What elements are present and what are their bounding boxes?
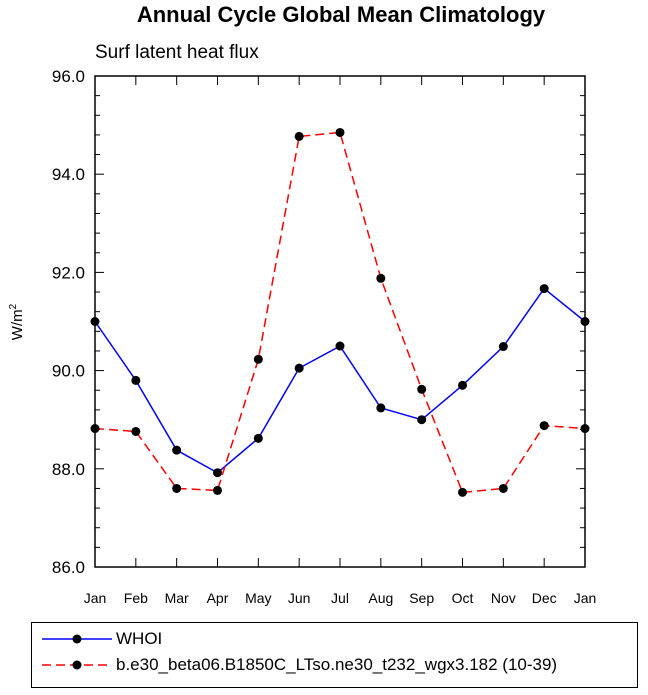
x-tick-label: Jan	[574, 590, 597, 606]
x-tick-label: Sep	[409, 590, 434, 606]
x-tick-label: Dec	[532, 590, 557, 606]
legend-label-whoi: WHOI	[116, 629, 163, 648]
data-point	[213, 485, 222, 495]
legend-swatch-whoi	[42, 634, 112, 644]
data-point	[539, 421, 549, 431]
x-tick-label: Feb	[124, 590, 148, 606]
data-point	[90, 317, 100, 326]
x-tick-label: Oct	[452, 590, 474, 606]
data-point	[213, 468, 222, 478]
data-point	[294, 363, 304, 373]
data-point	[294, 131, 304, 141]
data-point	[253, 354, 263, 364]
plot-frame	[94, 75, 586, 568]
data-point	[335, 341, 345, 351]
legend-label-model: b.e30_beta06.B1850C_LTso.ne30_t232_wgx3.…	[116, 655, 558, 674]
chart-title: Annual Cycle Global Mean Climatology	[136, 2, 546, 27]
y-axis-label-sup: 2	[8, 303, 19, 309]
y-tick-label: 86.0	[52, 558, 85, 577]
y-tick-label: 90.0	[52, 362, 85, 381]
y-tick-label: 88.0	[52, 460, 85, 479]
line-chart: 86.0 88.0 90.0 92.0 94.0 96.0 Jan Feb Mar Apr May J…	[8, 67, 596, 606]
chart-subtitle: Surf latent heat flux	[95, 42, 259, 63]
x-tick-label: Nov	[491, 590, 516, 606]
y-axis-label: W/m2	[8, 303, 26, 340]
y-axis-label-base: W/m	[9, 309, 26, 340]
y-tick-label: 94.0	[52, 165, 85, 184]
data-point	[458, 487, 467, 497]
axes: 86.0 88.0 90.0 92.0 94.0 96.0 Jan Feb Mar Apr May J…	[52, 67, 596, 606]
data-point	[376, 273, 386, 283]
x-tick-label: Jan	[84, 590, 107, 606]
data-point	[172, 483, 182, 493]
legend: WHOI b.e30_beta06.B1850C_LTso.ne30_t232_…	[31, 622, 638, 688]
data-point	[580, 424, 590, 434]
data-point	[376, 403, 386, 413]
series-layer	[90, 127, 590, 497]
data-point	[90, 424, 100, 434]
data-point	[580, 317, 590, 326]
data-point	[539, 284, 549, 294]
x-tick-label: Aug	[368, 590, 393, 606]
x-tick-label: Jun	[288, 590, 311, 606]
data-point	[498, 483, 508, 493]
x-tick-label: Apr	[207, 590, 229, 606]
data-point	[131, 375, 141, 385]
data-point	[498, 342, 508, 352]
data-point	[131, 426, 141, 436]
data-point	[417, 384, 427, 394]
y-tick-label: 92.0	[52, 263, 85, 282]
series-0	[90, 284, 590, 478]
legend-item-model: b.e30_beta06.B1850C_LTso.ne30_t232_wgx3.…	[32, 653, 637, 677]
legend-item-whoi: WHOI	[32, 627, 637, 651]
data-point	[335, 127, 345, 137]
data-point	[417, 415, 427, 425]
x-tick-label: Mar	[165, 590, 189, 606]
data-point	[458, 380, 467, 390]
y-tick-label: 96.0	[52, 67, 85, 86]
series-1	[90, 127, 590, 497]
series-line	[94, 131, 586, 494]
series-line	[94, 287, 586, 474]
data-point	[253, 433, 263, 443]
x-tick-label: May	[245, 590, 271, 606]
data-point	[172, 445, 182, 455]
legend-swatch-model	[42, 660, 112, 670]
x-tick-label: Jul	[331, 590, 349, 606]
